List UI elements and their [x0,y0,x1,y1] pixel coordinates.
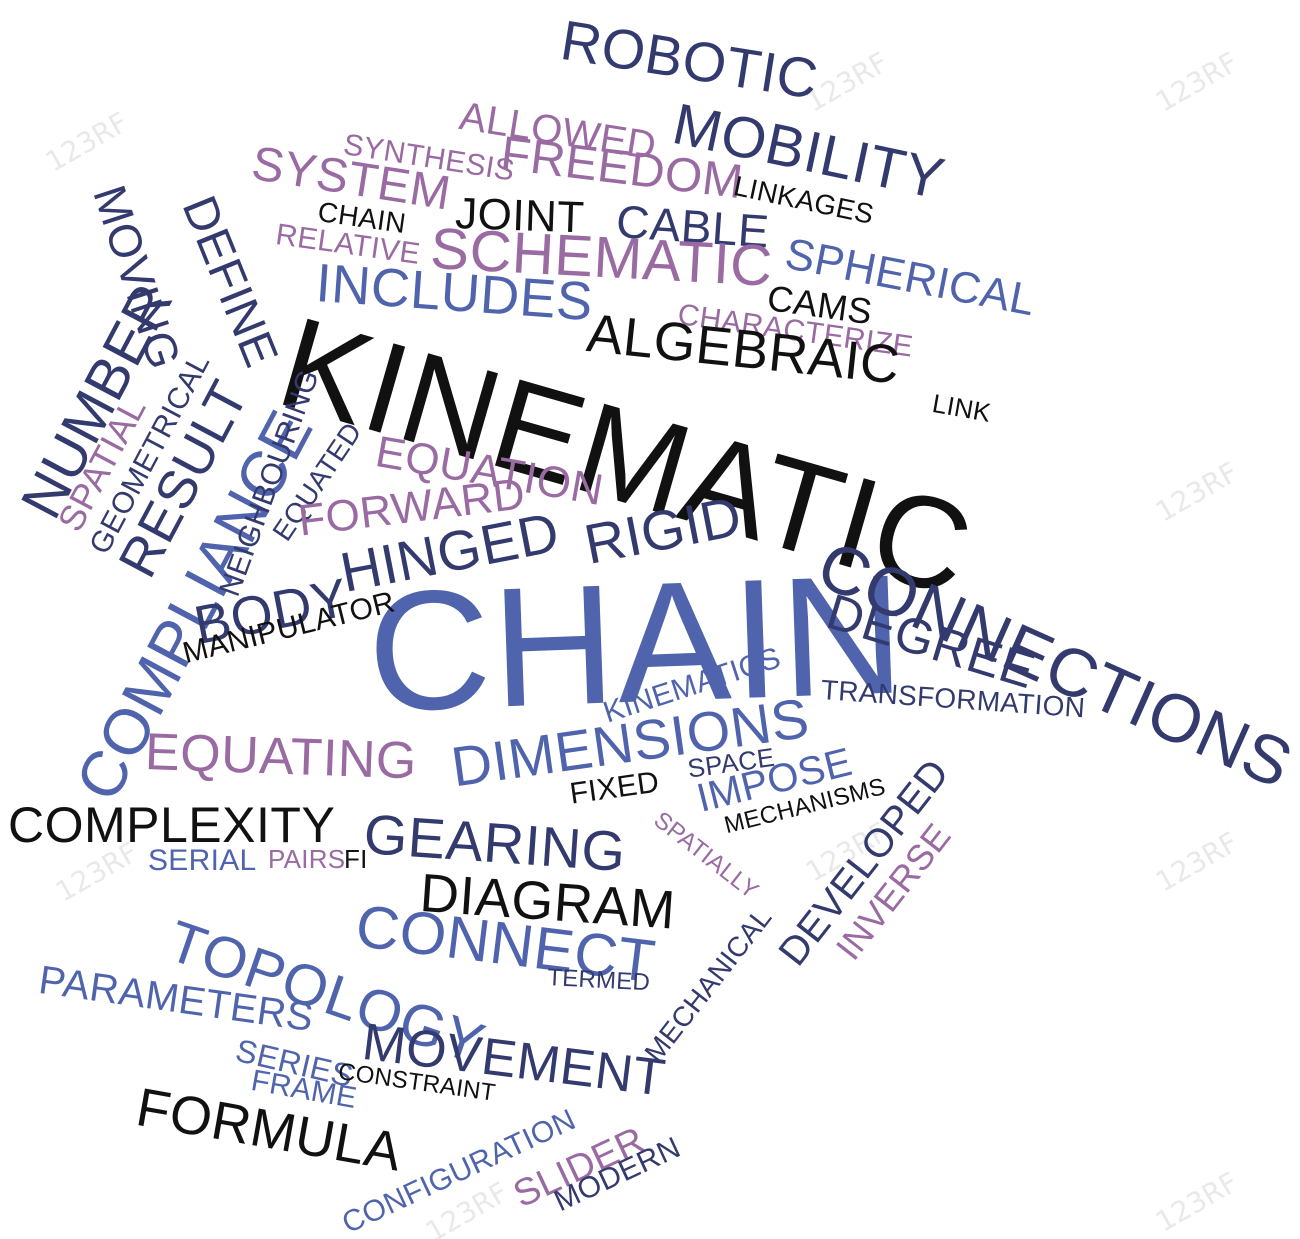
word-pairs: PAIRS [268,844,346,874]
watermark-text: 123RF [1150,455,1244,529]
word-complexity: COMPLEXITY [8,797,336,853]
watermark-text: 123RF [40,105,134,179]
word-define: DEFINE [171,188,288,375]
word-fi: FI [344,844,368,874]
word-termed: TERMED [546,964,651,997]
word-serial: SERIAL [148,844,257,877]
watermark-text: 123RF [1150,1165,1244,1239]
word-link: LINK [930,388,994,428]
word-equating: EQUATING [144,723,418,791]
watermark-text: 123RF [1150,825,1244,899]
watermark-text: 123RF [1150,45,1244,119]
